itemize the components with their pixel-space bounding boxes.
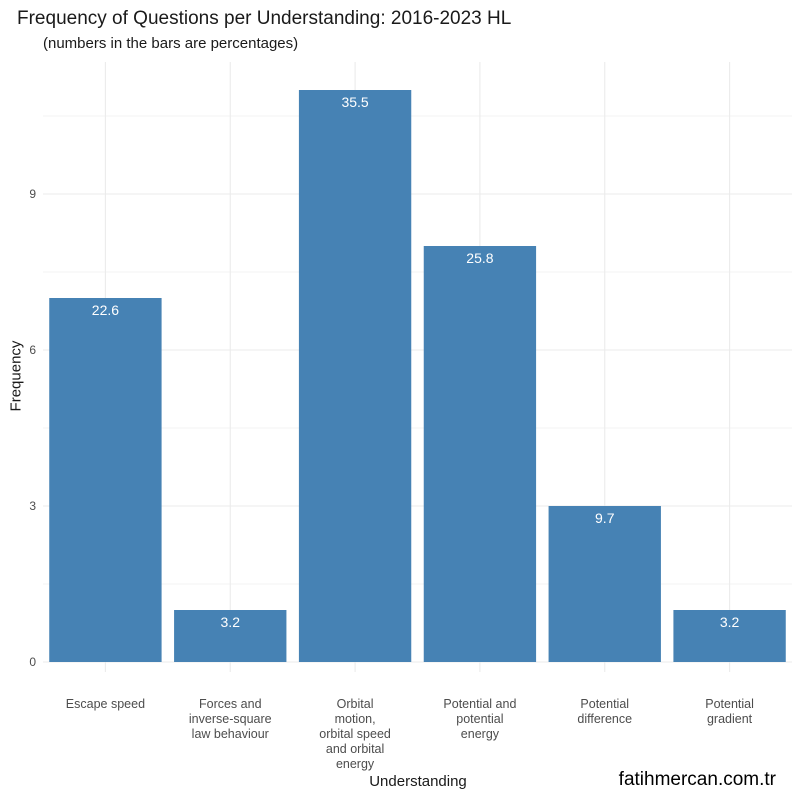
x-tick-label: Potential gradient	[705, 697, 754, 726]
bar-value-label: 35.5	[341, 94, 368, 110]
y-axis-label: Frequency	[7, 340, 25, 412]
y-tick-label: 3	[29, 499, 36, 513]
bar	[548, 506, 661, 662]
bar	[423, 246, 537, 662]
bar-value-label: 9.7	[595, 510, 615, 526]
bar-value-label: 3.2	[221, 614, 241, 630]
x-tick-label: Orbital motion, orbital speed and orbital en…	[319, 697, 391, 771]
chart-subtitle: (numbers in the bars are percentages)	[43, 35, 299, 52]
x-tick-label: Potential and potential energy	[443, 697, 516, 741]
x-axis-label: Understanding	[369, 773, 467, 790]
watermark: fatihmercan.com.tr	[618, 769, 776, 790]
bar	[49, 298, 162, 662]
bar	[174, 610, 287, 662]
x-tick-label: Escape speed	[66, 697, 145, 711]
bar-value-label: 25.8	[466, 250, 493, 266]
bar	[673, 610, 786, 662]
y-tick-label: 0	[29, 655, 36, 669]
bar	[298, 90, 412, 662]
y-tick-label: 9	[29, 187, 36, 201]
bar-value-label: 22.6	[92, 302, 119, 318]
bar-value-label: 3.2	[720, 614, 740, 630]
y-tick-label: 6	[29, 343, 36, 357]
x-tick-label: Potential difference	[577, 697, 632, 726]
chart-title: Frequency of Questions per Understanding…	[17, 8, 512, 29]
x-tick-label: Forces and inverse-square law behaviour	[189, 697, 272, 741]
